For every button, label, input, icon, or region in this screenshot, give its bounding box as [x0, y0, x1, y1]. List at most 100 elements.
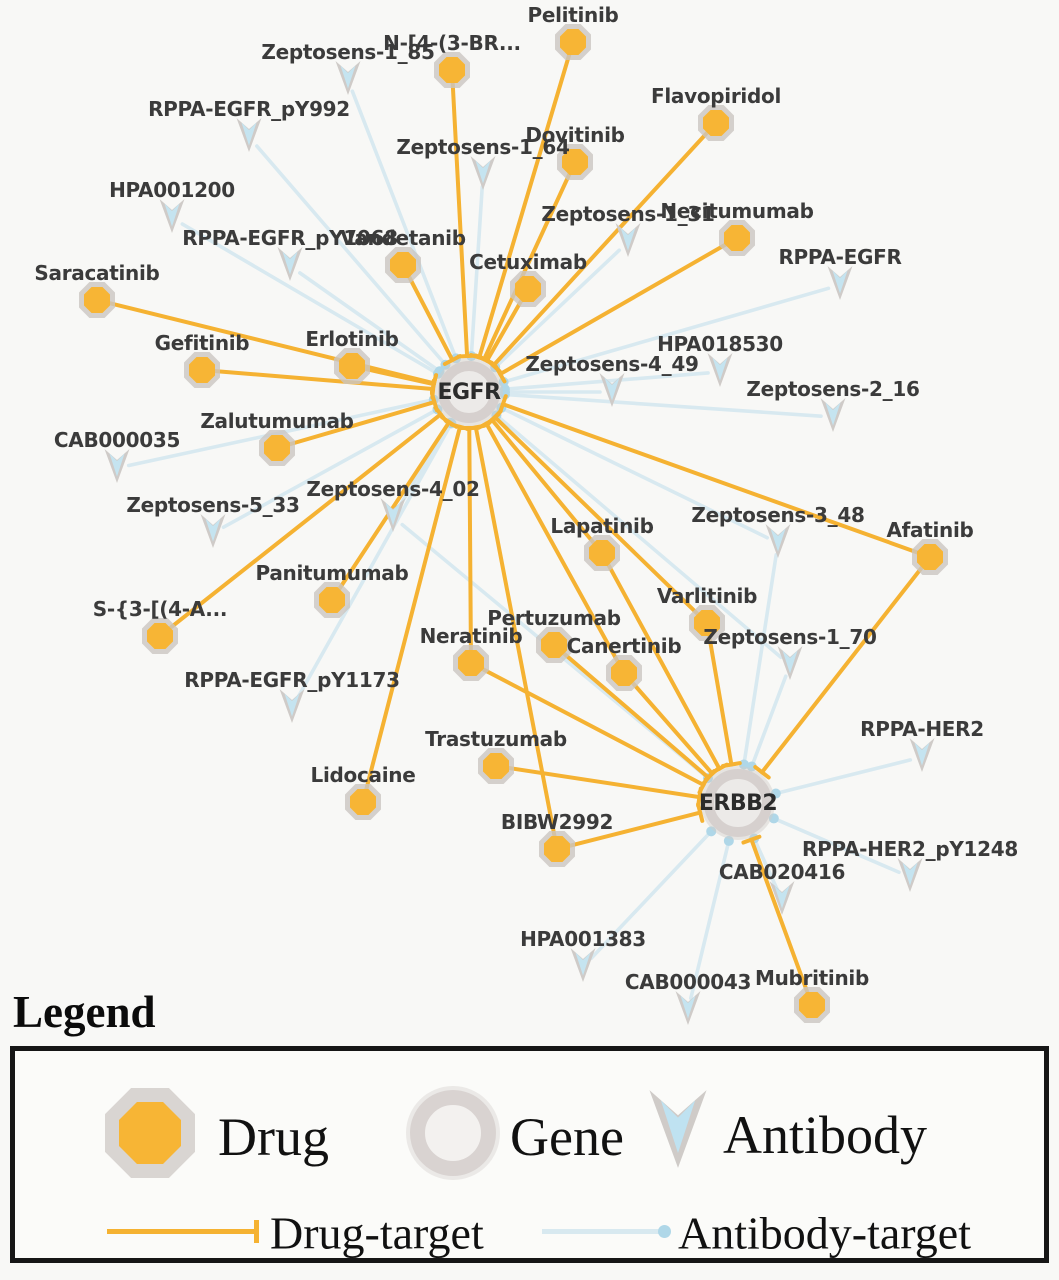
edge-antibody-target-cab000043 [689, 839, 731, 1001]
edge-antibody-target-hpa001383 [589, 829, 714, 961]
drug-node-gefitinib[interactable] [184, 352, 220, 388]
drug-octagon-icon [562, 149, 588, 175]
node-label-panitumumab: Panitumumab [255, 561, 409, 585]
legend-antibody-icon [646, 1086, 710, 1176]
drug-node-trastuzumab[interactable] [478, 748, 514, 784]
antibody-node-rppa-egfr-py1173[interactable] [278, 688, 306, 728]
drug-node-bibw2992[interactable] [539, 831, 575, 867]
drug-node-dovitinib[interactable] [557, 144, 593, 180]
node-label-hpa001200: HPA001200 [109, 178, 235, 202]
edge-antibody-target-zeptosens-3-48 [499, 406, 770, 540]
node-label-pelitinib: Pelitinib [527, 3, 619, 27]
node-label-cab000035: CAB000035 [53, 428, 181, 452]
antibody-chevron-icon [777, 646, 803, 680]
gene-node-egfr[interactable]: EGFR [437, 361, 501, 423]
drug-node-canertinib[interactable] [606, 655, 642, 691]
antibody-node-zeptosens-1-64[interactable] [469, 155, 497, 195]
antibody-chevron-icon [277, 247, 303, 281]
drug-octagon-icon [147, 623, 173, 649]
edge-tee-vandetanib [442, 354, 462, 366]
node-label-rppa-egfr-py992: RPPA-EGFR_pY992 [148, 97, 350, 121]
antibody-node-hpa001200[interactable] [158, 198, 186, 238]
drug-node-lidocaine[interactable] [345, 784, 381, 820]
node-label-mubritinib: Mubritinib [754, 966, 870, 990]
antibody-node-hpa001383[interactable] [569, 947, 597, 987]
node-label-rppa-her2: RPPA-HER2 [860, 717, 984, 741]
antibody-node-rppa-egfr[interactable] [826, 265, 854, 305]
antibody-node-zeptosens-1-85[interactable] [334, 60, 362, 100]
legend-antibody-target-line [542, 1225, 671, 1238]
edge-antibody-target-rppa-her2-py1248 [772, 816, 901, 875]
antibody-node-zeptosens-4-02[interactable] [379, 497, 407, 537]
antibody-node-cab000043[interactable] [674, 990, 702, 1030]
antibody-node-zeptosens-4-49[interactable] [598, 372, 626, 412]
drug-node-s-3-4-a[interactable] [142, 618, 178, 654]
legend-drug-label: Drug [218, 1107, 329, 1167]
node-label-zeptosens-3-48: Zeptosens-3_48 [691, 503, 865, 527]
edge-drug-target-varlitinib [492, 415, 701, 617]
antibody-node-hpa018530[interactable] [706, 352, 734, 392]
drug-node-vandetanib[interactable] [385, 247, 421, 283]
legend-title: Legend [13, 987, 156, 1037]
antibody-chevron-icon [104, 449, 130, 483]
drug-octagon-icon [390, 252, 416, 278]
drug-node-pertuzumab[interactable] [536, 627, 572, 663]
node-label-neratinib: Neratinib [419, 624, 523, 648]
edge-tee-cetuximab [477, 354, 497, 367]
antibody-node-zeptosens-3-48[interactable] [764, 523, 792, 563]
drug-node-pelitinib[interactable] [555, 24, 591, 60]
drug-octagon-icon [84, 287, 110, 313]
antibody-node-zeptosens-5-33[interactable] [199, 513, 227, 553]
antibody-node-cab020416[interactable] [768, 880, 796, 920]
antibody-node-zeptosens-1-31[interactable] [614, 222, 642, 262]
legend-antibody-target-label: Antibody-target [678, 1207, 971, 1259]
node-label-zeptosens-1-85: Zeptosens-1_85 [261, 40, 435, 64]
antibody-node-rppa-her2-py1248[interactable] [896, 857, 924, 897]
node-label-necitumumab: Necitumumab [660, 199, 814, 223]
drug-node-flavopiridol[interactable] [698, 105, 734, 141]
drug-node-neratinib[interactable] [453, 645, 489, 681]
antibody-node-rppa-egfr-py1068[interactable] [276, 246, 304, 286]
drug-node-lapatinib[interactable] [584, 535, 620, 571]
drug-node-afatinib[interactable] [912, 539, 948, 575]
antibody-node-zeptosens-1-70[interactable] [776, 645, 804, 685]
node-label-zeptosens-5-33: Zeptosens-5_33 [126, 493, 300, 517]
legend-drug-icon [105, 1088, 195, 1178]
edge-drug-target-mubritinib [749, 837, 810, 996]
antibody-node-rppa-egfr-py992[interactable] [235, 117, 263, 157]
node-label-dovitinib: Dovitinib [525, 123, 625, 147]
drug-octagon-icon [917, 544, 943, 570]
drug-node-panitumumab[interactable] [314, 582, 350, 618]
drug-node-saracatinib[interactable] [79, 282, 115, 318]
edge-drug-target-panitumumab [336, 420, 452, 592]
drug-node-varlitinib[interactable] [689, 605, 725, 641]
drug-node-cetuximab[interactable] [510, 271, 546, 307]
edge-antibody-target-zeptosens-1-70 [749, 674, 788, 769]
node-label-lapatinib: Lapatinib [550, 514, 654, 538]
antibody-chevron-icon [570, 948, 596, 982]
drug-node-necitumumab[interactable] [719, 220, 755, 256]
edge-drug-target-bibw2992 [566, 810, 703, 849]
antibody-node-rppa-her2[interactable] [908, 737, 936, 777]
legend-drug-target-label: Drug-target [270, 1207, 484, 1259]
edge-tee-erlotinib [430, 373, 438, 395]
drug-octagon-icon [703, 110, 729, 136]
antibody-node-zeptosens-2-16[interactable] [819, 397, 847, 437]
edge-drug-target-vandetanib [406, 273, 455, 363]
antibody-node-cab000035[interactable] [103, 448, 131, 488]
edge-dot-hpa001383 [706, 826, 717, 837]
drug-node-zalutumumab[interactable] [259, 430, 295, 466]
edge-antibody-target-rppa-egfr-py992 [255, 144, 448, 367]
drug-node-n-4-3-br[interactable] [434, 52, 470, 88]
drug-node-erlotinib[interactable] [334, 348, 370, 384]
node-label-cab020416: CAB020416 [718, 860, 846, 884]
edge-antibody-target-zeptosens-3-48 [742, 553, 778, 767]
antibody-chevron-icon [470, 156, 496, 190]
node-label-zalutumumab: Zalutumumab [200, 409, 354, 433]
legend-drug-target-line [107, 1220, 259, 1243]
edge-dot-zeptosens-1-70 [746, 761, 757, 772]
edge-tee-bibw2992 [696, 802, 705, 823]
gene-node-erbb2[interactable]: ERBB2 [699, 769, 778, 837]
antibody-chevron-icon [675, 991, 701, 1025]
drug-node-mubritinib[interactable] [794, 987, 830, 1023]
